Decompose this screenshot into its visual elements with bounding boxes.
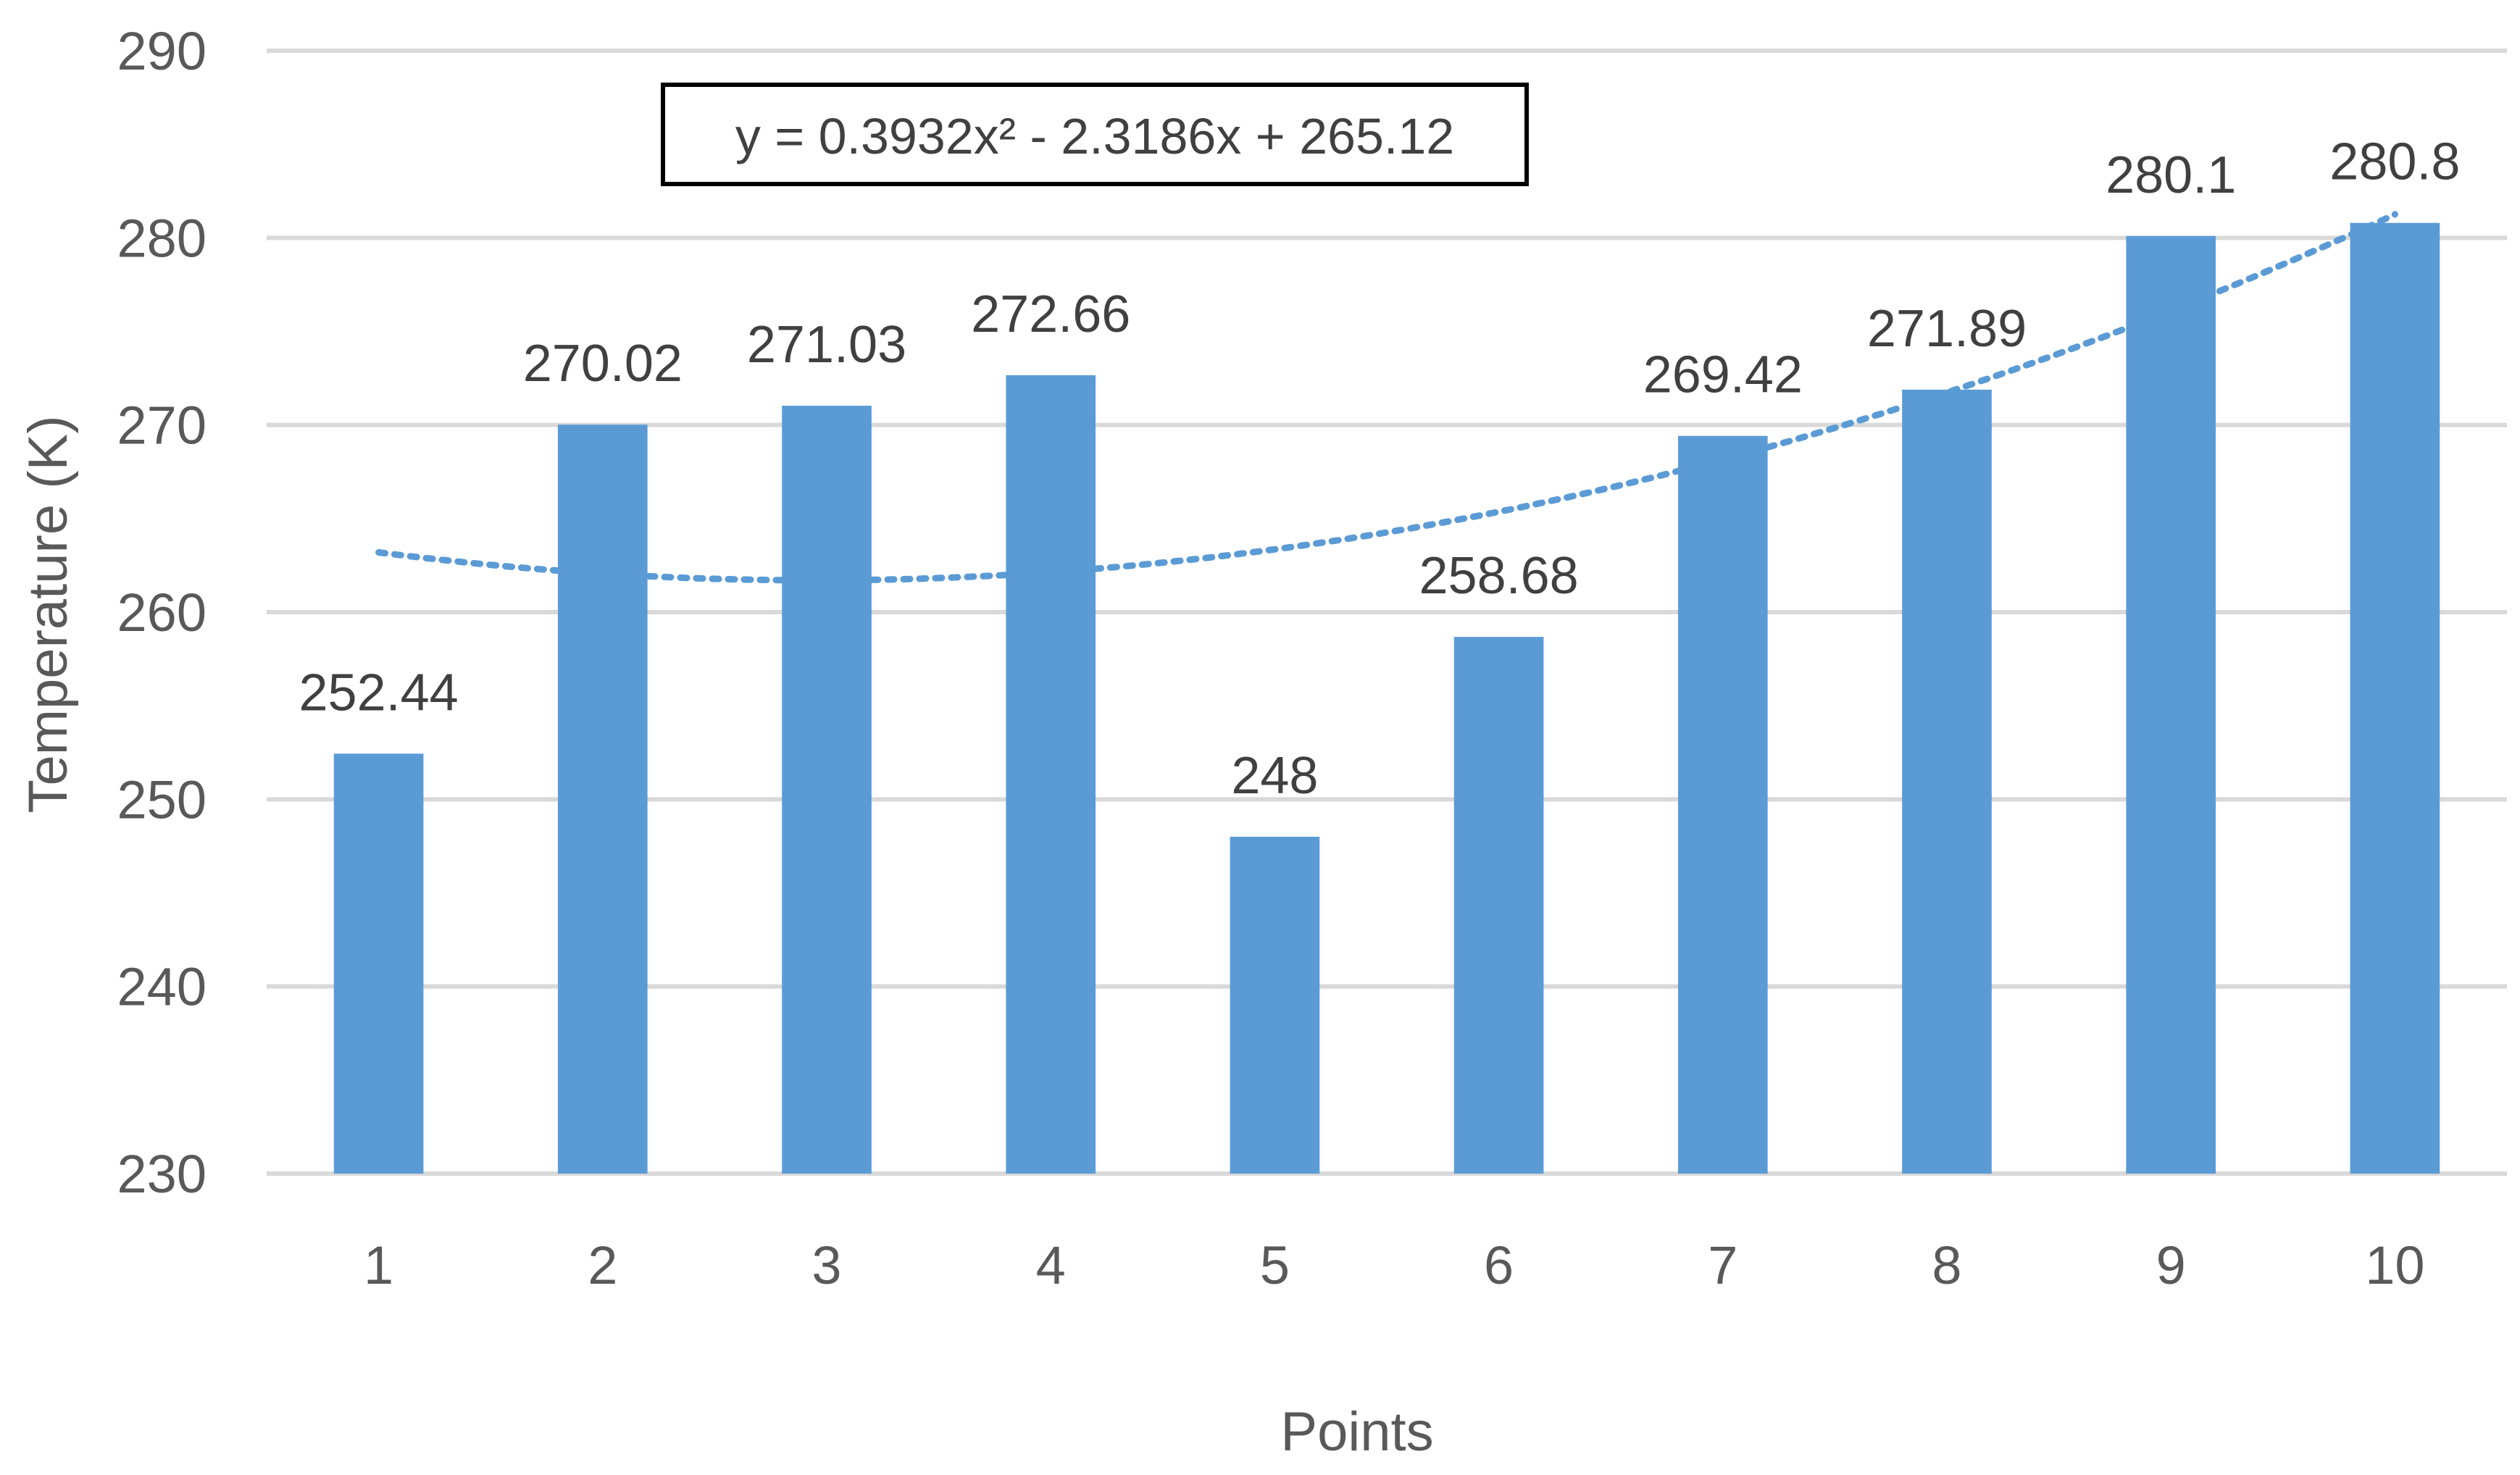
data-label: 280.1 xyxy=(2106,146,2236,204)
data-label: 258.68 xyxy=(1419,547,1578,605)
x-tick-labels: 1 2 3 4 5 6 7 8 9 10 xyxy=(364,1235,2425,1295)
x-tick-label: 7 xyxy=(1708,1235,1737,1295)
bar xyxy=(1677,435,1768,1174)
data-label: 280.8 xyxy=(2329,133,2460,191)
data-label: 272.66 xyxy=(971,285,1130,343)
y-tick-label: 250 xyxy=(117,769,206,830)
trendline-equation-box: y = 0.3932x² - 2.3186x + 265.12 xyxy=(661,83,1529,186)
bar xyxy=(2126,235,2216,1174)
x-tick-label: 9 xyxy=(2156,1235,2186,1295)
x-tick-label: 1 xyxy=(364,1235,393,1295)
data-label: 271.89 xyxy=(1867,300,2027,358)
equation-box-border xyxy=(661,83,1529,186)
data-label: 271.03 xyxy=(747,316,906,374)
bar xyxy=(782,406,872,1174)
bar xyxy=(1453,637,1544,1174)
x-tick-label: 5 xyxy=(1260,1235,1290,1295)
y-axis-title: Temperature (K) xyxy=(17,415,79,813)
trendline xyxy=(375,211,2398,584)
bar xyxy=(333,753,424,1174)
bars xyxy=(333,222,2440,1174)
x-tick-label: 3 xyxy=(812,1235,841,1295)
trendline-equation: y = 0.3932x² - 2.3186x + 265.12 xyxy=(735,108,1454,164)
y-tick-label: 290 xyxy=(117,21,206,81)
data-label: 269.42 xyxy=(1643,346,1803,404)
x-tick-label: 4 xyxy=(1036,1235,1066,1295)
bar xyxy=(2350,222,2440,1174)
data-label: 252.44 xyxy=(299,664,458,722)
data-label: 248 xyxy=(1231,747,1318,805)
y-tick-label: 240 xyxy=(117,957,206,1017)
y-tick-label: 230 xyxy=(117,1144,206,1204)
x-tick-label: 2 xyxy=(588,1235,617,1295)
y-tick-label: 280 xyxy=(117,208,206,268)
bar xyxy=(557,425,648,1174)
x-tick-label: 10 xyxy=(2365,1235,2424,1295)
data-label: 270.02 xyxy=(523,335,683,393)
y-tick-label: 260 xyxy=(117,582,206,643)
trendline-curve xyxy=(375,211,2398,584)
x-tick-label: 6 xyxy=(1484,1235,1514,1295)
x-tick-label: 8 xyxy=(1932,1235,1961,1295)
bar xyxy=(1230,837,1320,1174)
data-labels: 252.44 270.02 271.03 272.66 248 258.68 269.42 2… xyxy=(299,133,2460,805)
y-tick-labels: 230 240 250 260 270 280 290 xyxy=(117,21,206,1204)
bar xyxy=(1006,375,1096,1174)
y-tick-label: 270 xyxy=(117,396,206,456)
x-axis-title: Points xyxy=(1280,1401,1433,1463)
bar xyxy=(1902,389,1992,1174)
